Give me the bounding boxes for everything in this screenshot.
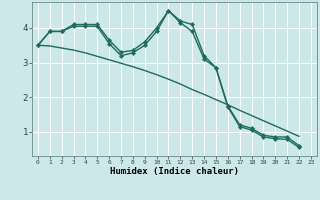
X-axis label: Humidex (Indice chaleur): Humidex (Indice chaleur) <box>110 167 239 176</box>
